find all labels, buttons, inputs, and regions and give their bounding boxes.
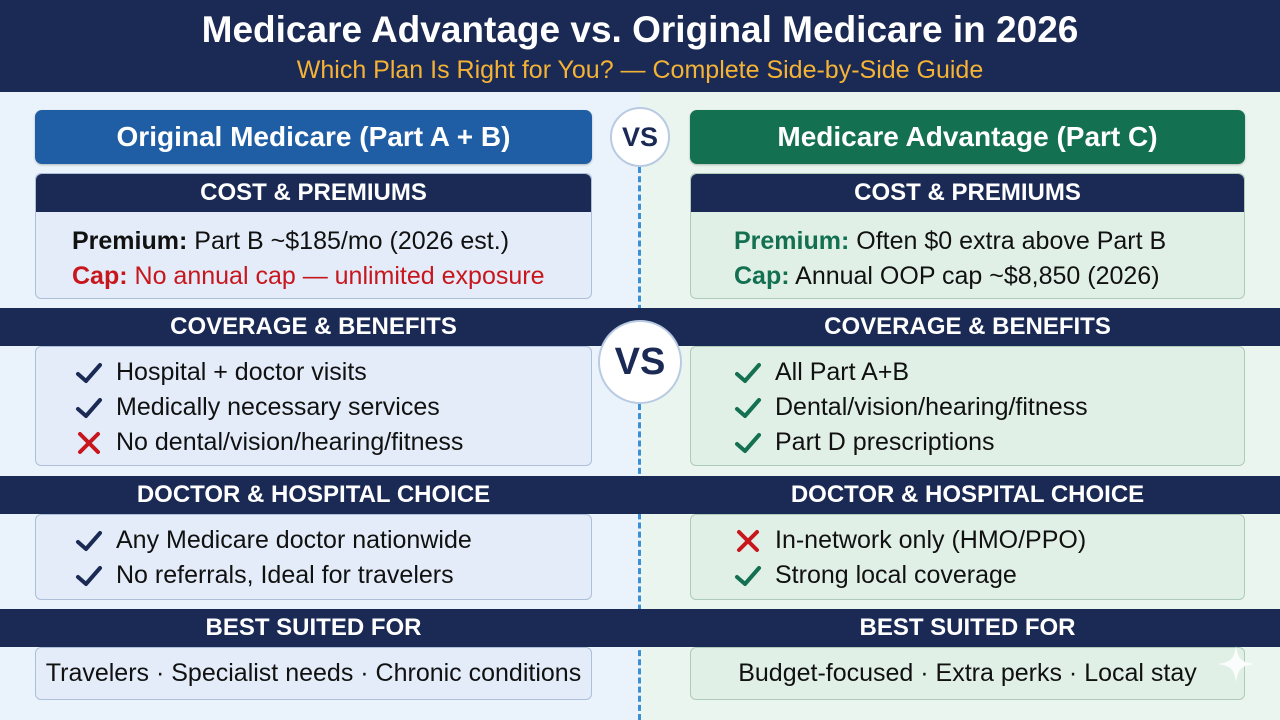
page-subtitle: Which Plan Is Right for You? — Complete …	[296, 56, 984, 84]
list-item-text: Hospital + doctor visits	[116, 358, 367, 386]
check-icon	[76, 530, 102, 551]
left-best-text: Travelers · Specialist needs · Chronic c…	[45, 659, 582, 687]
center-divider-bottom	[638, 404, 641, 720]
list-item-text: All Part A+B	[775, 358, 910, 386]
vs-badge-middle: VS	[598, 320, 682, 404]
header-banner	[0, 0, 1280, 92]
left-choice-card: Any Medicare doctor nationwide No referra…	[35, 514, 592, 600]
check-icon	[735, 565, 761, 586]
left-cap-row: Cap: No annual cap — unlimited exposure	[72, 259, 591, 294]
medicare-advantage-header: Medicare Advantage (Part C)	[690, 110, 1245, 164]
list-item-text: Any Medicare doctor nationwide	[116, 526, 472, 554]
check-icon	[735, 432, 761, 453]
list-item: All Part A+B	[733, 355, 1244, 390]
check-icon	[76, 565, 102, 586]
list-item-text: No dental/vision/hearing/fitness	[116, 428, 464, 456]
right-choice-heading: DOCTOR & HOSPITAL CHOICE	[790, 481, 1145, 508]
list-item: Any Medicare doctor nationwide	[74, 523, 591, 558]
left-best-card: Travelers · Specialist needs · Chronic c…	[35, 647, 592, 700]
right-premium-value: Often $0 extra above Part B	[856, 227, 1167, 255]
list-item-text: No referrals, Ideal for travelers	[116, 561, 454, 589]
right-best-text: Budget-focused · Extra perks · Local sta…	[738, 659, 1197, 687]
list-item: Strong local coverage	[733, 558, 1244, 593]
list-item: No referrals, Ideal for travelers	[74, 558, 591, 593]
right-cap-row: Cap: Annual OOP cap ~$8,850 (2026)	[734, 259, 1244, 294]
center-divider-top	[638, 167, 641, 320]
left-choice-list: Any Medicare doctor nationwide No referra…	[36, 515, 591, 593]
left-coverage-heading: COVERAGE & BENEFITS	[170, 313, 457, 340]
right-cap-value: Annual OOP cap ~$8,850 (2026)	[795, 262, 1160, 290]
list-item-text: Dental/vision/hearing/fitness	[775, 393, 1088, 421]
vs-badge-top: VS	[610, 107, 670, 167]
right-cost-heading: COST & PREMIUMS	[691, 174, 1244, 212]
check-icon	[76, 397, 102, 418]
left-premium-row: Premium: Part B ~$185/mo (2026 est.)	[72, 224, 591, 259]
cross-icon	[78, 431, 100, 454]
list-item: In-network only (HMO/PPO)	[733, 523, 1244, 558]
sparkle-icon	[1218, 646, 1254, 682]
list-item-text: Strong local coverage	[775, 561, 1017, 589]
list-item-text: In-network only (HMO/PPO)	[775, 526, 1087, 554]
right-premium-row: Premium: Often $0 extra above Part B	[734, 224, 1244, 259]
right-coverage-card: All Part A+B Dental/vision/hearing/fitnes…	[690, 346, 1245, 466]
list-item: Medically necessary services	[74, 390, 591, 425]
check-icon	[735, 362, 761, 383]
list-item: No dental/vision/hearing/fitness	[74, 425, 591, 460]
list-item-text: Medically necessary services	[116, 393, 440, 421]
left-cap-label: Cap:	[72, 262, 128, 290]
list-item: Dental/vision/hearing/fitness	[733, 390, 1244, 425]
check-icon	[735, 397, 761, 418]
left-cost-heading: COST & PREMIUMS	[36, 174, 591, 212]
best-band	[0, 609, 1280, 647]
left-coverage-card: Hospital + doctor visits Medically necess…	[35, 346, 592, 466]
left-premium-label: Premium:	[72, 227, 188, 255]
cross-icon	[737, 529, 759, 552]
right-premium-label: Premium:	[734, 227, 850, 255]
right-cost-card: COST & PREMIUMS Premium: Often $0 extra …	[690, 173, 1245, 299]
right-coverage-list: All Part A+B Dental/vision/hearing/fitnes…	[691, 347, 1244, 460]
right-best-card: Budget-focused · Extra perks · Local sta…	[690, 647, 1245, 700]
list-item: Hospital + doctor visits	[74, 355, 591, 390]
check-icon	[76, 362, 102, 383]
page-title: Medicare Advantage vs. Original Medicare…	[201, 9, 1079, 50]
right-coverage-heading: COVERAGE & BENEFITS	[824, 313, 1111, 340]
right-best-heading: BEST SUITED FOR	[859, 614, 1076, 641]
list-item-text: Part D prescriptions	[775, 428, 995, 456]
left-cap-value: No annual cap — unlimited exposure	[134, 262, 545, 290]
left-best-heading: BEST SUITED FOR	[205, 614, 422, 641]
list-item: Part D prescriptions	[733, 425, 1244, 460]
left-cost-card: COST & PREMIUMS Premium: Part B ~$185/mo…	[35, 173, 592, 299]
right-choice-list: In-network only (HMO/PPO) Strong local co…	[691, 515, 1244, 593]
left-choice-heading: DOCTOR & HOSPITAL CHOICE	[136, 481, 491, 508]
original-medicare-header: Original Medicare (Part A + B)	[35, 110, 592, 164]
choice-band	[0, 476, 1280, 514]
left-premium-value: Part B ~$185/mo (2026 est.)	[194, 227, 510, 255]
left-coverage-list: Hospital + doctor visits Medically necess…	[36, 347, 591, 460]
right-choice-card: In-network only (HMO/PPO) Strong local co…	[690, 514, 1245, 600]
right-cap-label: Cap:	[734, 262, 790, 290]
